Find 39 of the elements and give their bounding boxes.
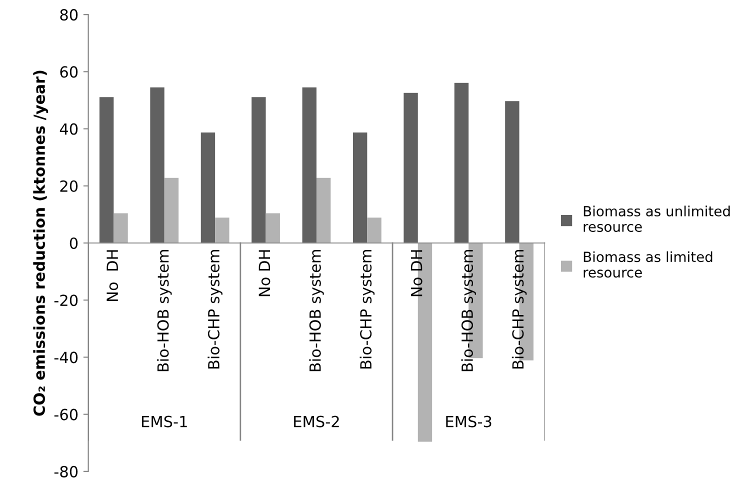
bar bbox=[215, 218, 230, 243]
x-tick-label: Bio-HOB system bbox=[156, 250, 172, 372]
annotation: EMS-3 bbox=[446, 416, 492, 428]
x-tick-label: No DH bbox=[258, 250, 270, 296]
bar bbox=[367, 218, 382, 243]
x-tick-label: Bio-CHP system bbox=[512, 250, 527, 369]
bar bbox=[99, 97, 114, 243]
bar bbox=[505, 101, 520, 243]
x-tick-label: No DH bbox=[410, 250, 422, 296]
legend-label: Biomass as limited resource bbox=[584, 251, 712, 278]
bar bbox=[454, 82, 469, 243]
bar bbox=[404, 92, 418, 243]
y-tick-label: -80 bbox=[54, 466, 78, 478]
bar bbox=[316, 178, 331, 243]
bar bbox=[252, 97, 266, 243]
bar bbox=[164, 178, 179, 243]
y-axis-title: CO₂ emissions reduction (ktonnes /year) bbox=[33, 70, 48, 416]
y-tick-label: 60 bbox=[60, 66, 78, 78]
bar bbox=[302, 87, 316, 243]
y-tick-label: -20 bbox=[54, 294, 78, 306]
y-tick-label: 0 bbox=[70, 237, 78, 250]
y-tick-label: 20 bbox=[60, 180, 78, 192]
y-tick-label: 40 bbox=[60, 123, 78, 135]
legend-label: Biomass as unlimited resource bbox=[584, 206, 730, 232]
x-tick-label: No DH bbox=[106, 250, 118, 301]
annotation: EMS-1 bbox=[142, 416, 187, 428]
bar bbox=[266, 213, 280, 243]
bar bbox=[352, 132, 368, 243]
x-tick-label: Bio-CHP system bbox=[360, 250, 375, 369]
x-tick-label: Bio-HOB system bbox=[309, 250, 324, 372]
bar bbox=[150, 87, 164, 243]
y-tick-label: -60 bbox=[54, 408, 78, 420]
y-tick-label: -40 bbox=[54, 352, 78, 364]
y-tick-label: 80 bbox=[60, 9, 78, 21]
x-tick-label: Bio-HOB system bbox=[461, 250, 476, 372]
bar bbox=[114, 213, 128, 243]
bar bbox=[200, 132, 216, 243]
x-tick-label: Bio-CHP system bbox=[208, 250, 222, 369]
annotation: EMS-2 bbox=[294, 416, 339, 428]
